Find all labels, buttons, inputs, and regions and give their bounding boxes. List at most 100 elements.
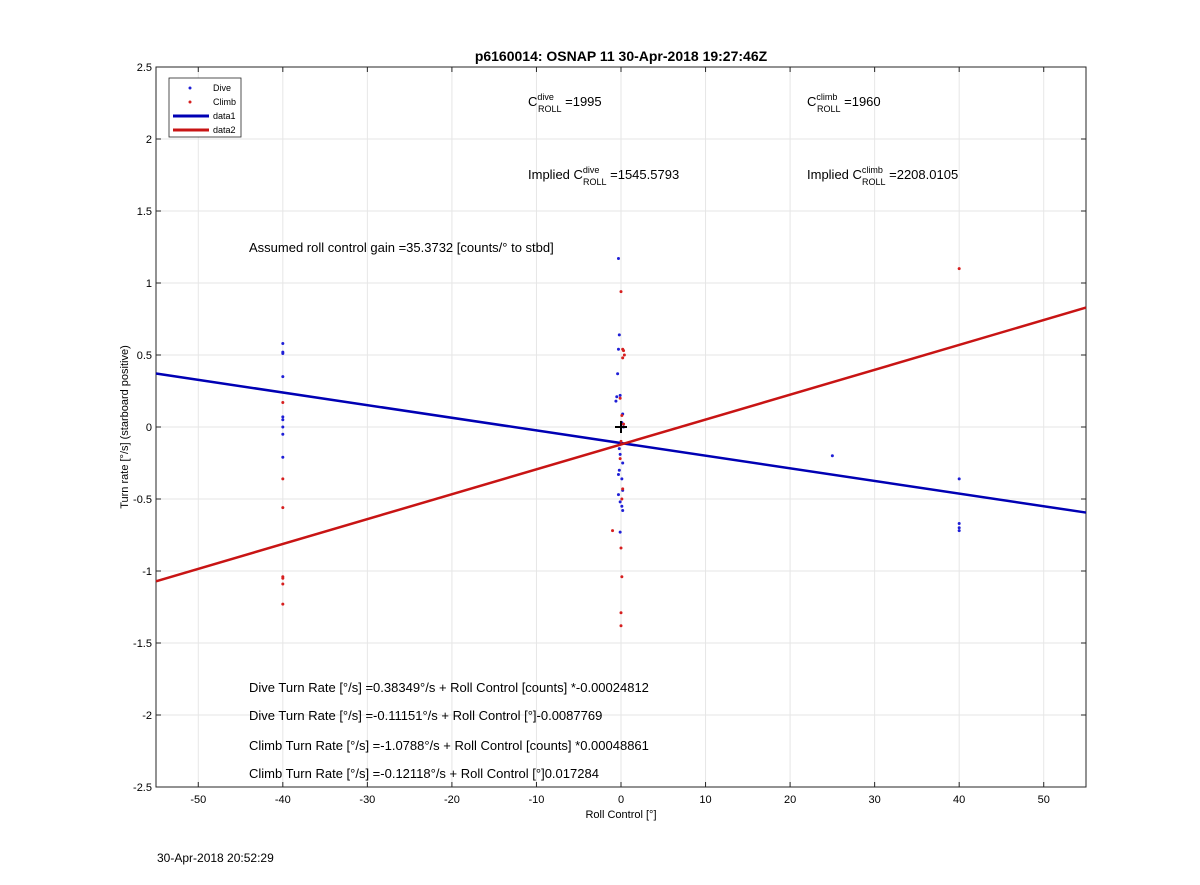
climb-point [281, 576, 285, 580]
climb-point [619, 611, 623, 615]
dive-point [621, 461, 625, 465]
y-tick-label: -1 [142, 566, 152, 578]
climb-point [621, 487, 625, 491]
y-tick-label: 0 [146, 422, 152, 434]
dive-point [617, 447, 621, 451]
dive-point [281, 455, 285, 459]
dive-point [957, 477, 961, 481]
print-timestamp: 30-Apr-2018 20:52:29 [157, 851, 274, 865]
axis-ticks: -50 -40 -30 -20 -10 0 10 20 30 40 50-2.5-2-1.5-1-0… [133, 62, 1086, 806]
dive-point [616, 347, 620, 351]
dive-point [616, 473, 620, 477]
dive-point [621, 509, 625, 513]
origin-marker [615, 421, 627, 433]
y-tick-label: 1.5 [137, 206, 152, 218]
dive-point [617, 468, 621, 472]
dive-point [281, 418, 285, 422]
climb-point [619, 290, 623, 294]
y-axis-label: Turn rate [°/s] (starboard positive) [119, 345, 131, 509]
climb-point [618, 396, 622, 400]
climb-point [619, 624, 623, 628]
climb-point [620, 413, 624, 417]
climb-point [622, 349, 626, 353]
dive-point [281, 415, 285, 419]
dive-point [616, 257, 620, 261]
x-tick-label: -40 [275, 794, 291, 806]
climb-point [281, 477, 285, 481]
dive-point [617, 333, 621, 337]
dive-point [616, 372, 620, 376]
x-axis-label: Roll Control [°] [585, 809, 656, 821]
climb-equation-counts: Climb Turn Rate [°/s] =-1.0788°/s + Roll… [249, 738, 649, 753]
climb-point [281, 401, 285, 405]
dive-point [618, 393, 622, 397]
x-tick-label: -10 [529, 794, 545, 806]
dive-point [281, 375, 285, 379]
climb-point [281, 506, 285, 510]
data-points [281, 257, 961, 628]
dive-point [281, 432, 285, 436]
y-tick-label: 0.5 [137, 350, 152, 362]
y-tick-label: -1.5 [133, 638, 152, 650]
x-tick-label: 0 [618, 794, 624, 806]
y-tick-label: 1 [146, 278, 152, 290]
dive-equation-counts: Dive Turn Rate [°/s] =0.38349°/s + Roll … [249, 680, 649, 695]
dive-point [281, 352, 285, 356]
dive-point [618, 500, 622, 504]
implied-c-roll-climb-annotation: Implied Cclimb ROLL =2208.0105 [807, 165, 958, 187]
x-tick-label: 10 [699, 794, 711, 806]
legend-dive-marker [188, 86, 192, 90]
dive-point [616, 493, 620, 497]
y-tick-label: -2 [142, 710, 152, 722]
dive-point [830, 454, 834, 458]
dive-point [281, 425, 285, 429]
climb-point [622, 353, 626, 357]
legend-climb-label: Climb [213, 97, 236, 107]
climb-point [281, 582, 285, 586]
legend-dive-label: Dive [213, 83, 231, 93]
dive-point [957, 526, 961, 530]
roll-gain-annotation: Assumed roll control gain =35.3732 [coun… [249, 240, 554, 255]
y-tick-label: -0.5 [133, 494, 152, 506]
climb-point [957, 267, 961, 271]
x-tick-label: -20 [444, 794, 460, 806]
climb-point [620, 497, 624, 501]
dive-point [614, 399, 618, 403]
c-roll-dive-annotation: Cdive ROLL =1995 [528, 92, 602, 114]
implied-c-roll-dive-annotation: Implied Cdive ROLL =1545.5793 [528, 165, 679, 187]
legend-climb-marker [188, 100, 192, 104]
dive-point [620, 504, 624, 508]
dive-point [957, 529, 961, 533]
c-roll-climb-annotation: Cclimb ROLL =1960 [807, 92, 881, 114]
climb-point [611, 529, 615, 533]
dive-point [281, 341, 285, 345]
climb-point [281, 602, 285, 606]
x-tick-label: 50 [1038, 794, 1050, 806]
legend-data2-label: data2 [213, 125, 236, 135]
chart-title: p6160014: OSNAP 11 30-Apr-2018 19:27:46Z [475, 48, 768, 64]
dive-point [618, 452, 622, 456]
dive-point [615, 395, 619, 399]
x-tick-label: 40 [953, 794, 965, 806]
dive-point [957, 521, 961, 525]
x-tick-label: -30 [359, 794, 375, 806]
climb-point [622, 422, 626, 426]
y-tick-label: 2.5 [137, 62, 152, 74]
fit-lines [155, 306, 1087, 583]
climb-equation-degrees: Climb Turn Rate [°/s] =-0.12118°/s + Rol… [249, 766, 599, 781]
y-tick-label: 2 [146, 134, 152, 146]
climb-point [619, 439, 623, 443]
x-tick-label: -50 [190, 794, 206, 806]
legend: Dive Climb data1 data2 [168, 77, 242, 138]
fit-line-data1 [155, 372, 1087, 514]
climb-point [618, 457, 622, 461]
climb-point [620, 575, 624, 579]
climb-point [621, 356, 625, 360]
y-tick-label: -2.5 [133, 782, 152, 794]
x-tick-label: 20 [784, 794, 796, 806]
climb-point [619, 546, 623, 550]
dive-equation-degrees: Dive Turn Rate [°/s] =-0.11151°/s + Roll… [249, 708, 602, 723]
x-tick-label: 30 [869, 794, 881, 806]
dive-point [620, 477, 624, 481]
